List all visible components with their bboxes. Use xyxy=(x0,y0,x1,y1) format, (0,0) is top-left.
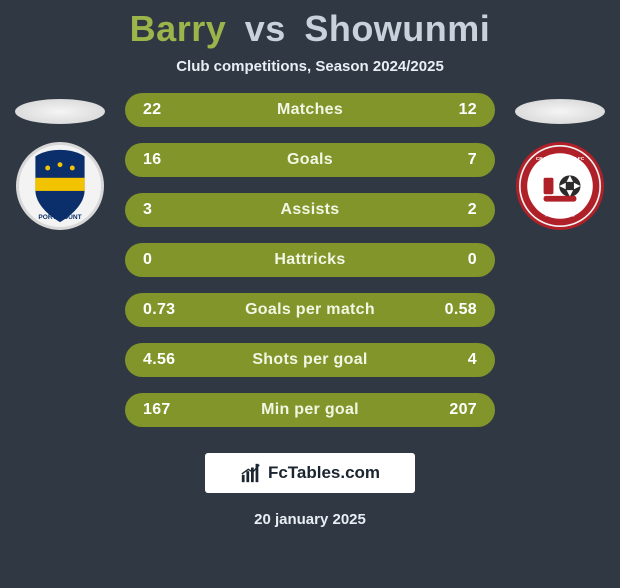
stat-value-left: 3 xyxy=(143,201,193,219)
comparison-content: PORT COUNT CRAWLEY TOWN FC RED DEVILS 22… xyxy=(0,93,620,427)
snapshot-date: 20 january 2025 xyxy=(0,511,620,528)
player1-club-crest: PORT COUNT xyxy=(16,142,104,230)
crest-icon: PORT COUNT xyxy=(19,145,101,227)
svg-text:PORT COUNT: PORT COUNT xyxy=(38,214,81,221)
subtitle: Club competitions, Season 2024/2025 xyxy=(0,58,620,75)
stat-value-right: 0 xyxy=(427,251,477,269)
stat-value-right: 0.58 xyxy=(427,301,477,319)
crest-icon: CRAWLEY TOWN FC RED DEVILS xyxy=(519,145,601,227)
svg-text:CRAWLEY TOWN FC: CRAWLEY TOWN FC xyxy=(536,156,585,162)
stat-value-left: 4.56 xyxy=(143,351,193,369)
brand-text: FcTables.com xyxy=(268,463,380,483)
stat-value-right: 2 xyxy=(427,201,477,219)
stat-label: Assists xyxy=(280,201,339,219)
stat-label: Goals xyxy=(287,151,333,169)
stat-row: 0 Hattricks 0 xyxy=(125,243,495,277)
stat-label: Hattricks xyxy=(274,251,345,269)
player1-photo-placeholder xyxy=(15,99,105,124)
stat-value-left: 0.73 xyxy=(143,301,193,319)
player1-column: PORT COUNT xyxy=(0,93,120,230)
stat-value-right: 4 xyxy=(427,351,477,369)
brand-badge[interactable]: FcTables.com xyxy=(205,453,415,493)
stat-label: Min per goal xyxy=(261,401,359,419)
stat-row: 16 Goals 7 xyxy=(125,143,495,177)
stat-row: 3 Assists 2 xyxy=(125,193,495,227)
chart-icon xyxy=(240,462,262,484)
stat-label: Matches xyxy=(277,101,343,119)
stat-value-right: 7 xyxy=(427,151,477,169)
stat-value-right: 12 xyxy=(427,101,477,119)
stats-rows: 22Matches1216Goals73Assists20Hattricks00… xyxy=(125,93,495,427)
stat-row: 167 Min per goal 207 xyxy=(125,393,495,427)
stat-value-left: 22 xyxy=(143,101,193,119)
player2-club-crest: CRAWLEY TOWN FC RED DEVILS xyxy=(516,142,604,230)
player2-column: CRAWLEY TOWN FC RED DEVILS xyxy=(500,93,620,230)
player2-name: Showunmi xyxy=(304,8,490,49)
stat-row: 22 Matches 12 xyxy=(125,93,495,127)
comparison-title: Barry vs Showunmi xyxy=(0,8,620,50)
svg-text:RED DEVILS: RED DEVILS xyxy=(545,212,575,218)
stat-value-left: 167 xyxy=(143,401,193,419)
stat-value-left: 0 xyxy=(143,251,193,269)
player2-photo-placeholder xyxy=(515,99,605,124)
stat-label: Goals per match xyxy=(245,301,375,319)
vs-label: vs xyxy=(245,8,286,49)
stat-value-right: 207 xyxy=(427,401,477,419)
stat-row: 4.56 Shots per goal 4 xyxy=(125,343,495,377)
stat-label: Shots per goal xyxy=(252,351,367,369)
stat-row: 0.73 Goals per match 0.58 xyxy=(125,293,495,327)
stat-value-left: 16 xyxy=(143,151,193,169)
player1-name: Barry xyxy=(130,8,227,49)
